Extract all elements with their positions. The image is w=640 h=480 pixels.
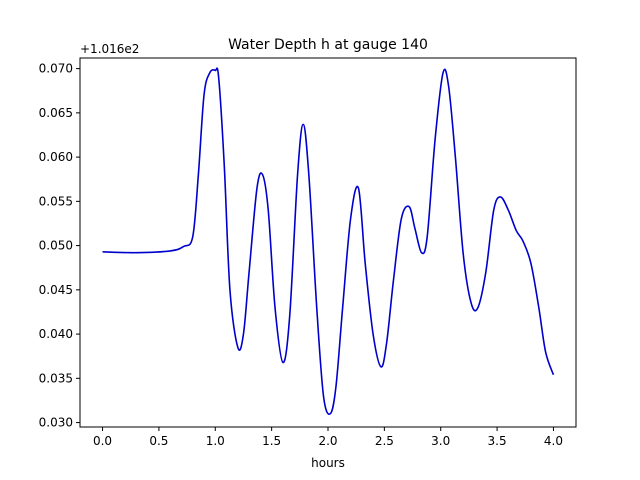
x-tick-label: 0.5 <box>149 434 168 448</box>
x-axis-label: hours <box>311 456 345 470</box>
y-tick-label: 0.060 <box>39 150 73 164</box>
y-tick-label: 0.070 <box>39 62 73 76</box>
y-tick-label: 0.045 <box>39 283 73 297</box>
y-tick-label: 0.050 <box>39 239 73 253</box>
plot-frame <box>79 57 577 428</box>
x-tick-label: 2.5 <box>375 434 394 448</box>
y-axis-ticks: 0.030 0.035 0.040 0.045 0.050 0.055 0.060 0.065… <box>39 62 80 430</box>
y-tick-label: 0.055 <box>39 194 73 208</box>
x-axis-ticks: 0.0 0.5 1.0 1.5 2.0 2.5 3.0 3.5 4.0 <box>93 427 563 448</box>
y-tick-label: 0.040 <box>39 327 73 341</box>
x-tick-label: 4.0 <box>544 434 563 448</box>
chart-title: Water Depth h at gauge 140 <box>228 37 428 53</box>
x-tick-label: 2.0 <box>318 434 337 448</box>
y-axis-offset-label: +1.016e2 <box>80 42 139 56</box>
y-tick-label: 0.035 <box>39 371 73 385</box>
series-group <box>102 67 555 415</box>
y-tick-label: 0.065 <box>39 106 73 120</box>
series-line <box>102 67 555 415</box>
x-tick-label: 1.5 <box>262 434 281 448</box>
x-tick-label: 1.0 <box>206 434 225 448</box>
x-tick-label: 3.0 <box>431 434 450 448</box>
x-tick-label: 0.0 <box>93 434 112 448</box>
x-tick-label: 3.5 <box>488 434 507 448</box>
y-tick-label: 0.030 <box>39 416 73 430</box>
